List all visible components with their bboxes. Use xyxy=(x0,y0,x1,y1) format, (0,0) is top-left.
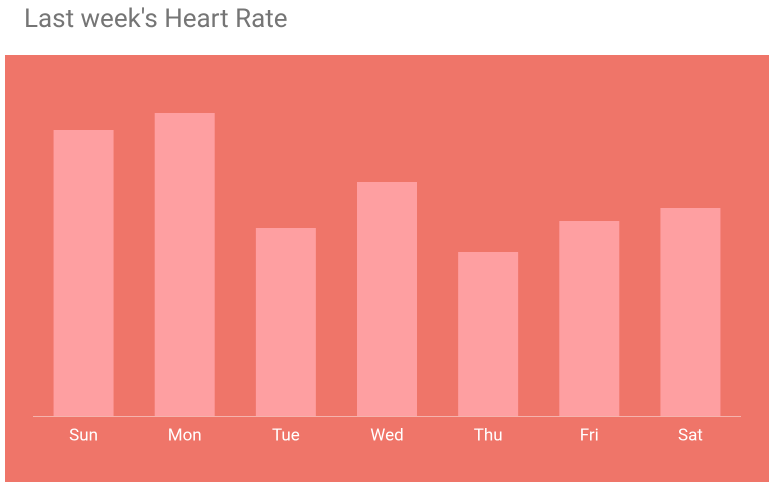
x-tick-label: Sat xyxy=(678,425,703,445)
bar xyxy=(357,182,417,416)
bar xyxy=(660,208,721,416)
x-tick-label: Tue xyxy=(272,425,300,445)
bar xyxy=(559,221,620,416)
x-tick-label: Sun xyxy=(69,425,98,445)
bar xyxy=(255,228,316,416)
chart-title: Last week's Heart Rate xyxy=(24,4,288,34)
x-tick-label: Mon xyxy=(168,425,202,445)
x-tick-label: Thu xyxy=(474,425,503,445)
x-tick-label: Fri xyxy=(580,425,599,445)
bar xyxy=(154,113,215,416)
bar xyxy=(458,252,519,416)
x-tick-label: Wed xyxy=(370,425,403,445)
bar xyxy=(53,130,114,416)
